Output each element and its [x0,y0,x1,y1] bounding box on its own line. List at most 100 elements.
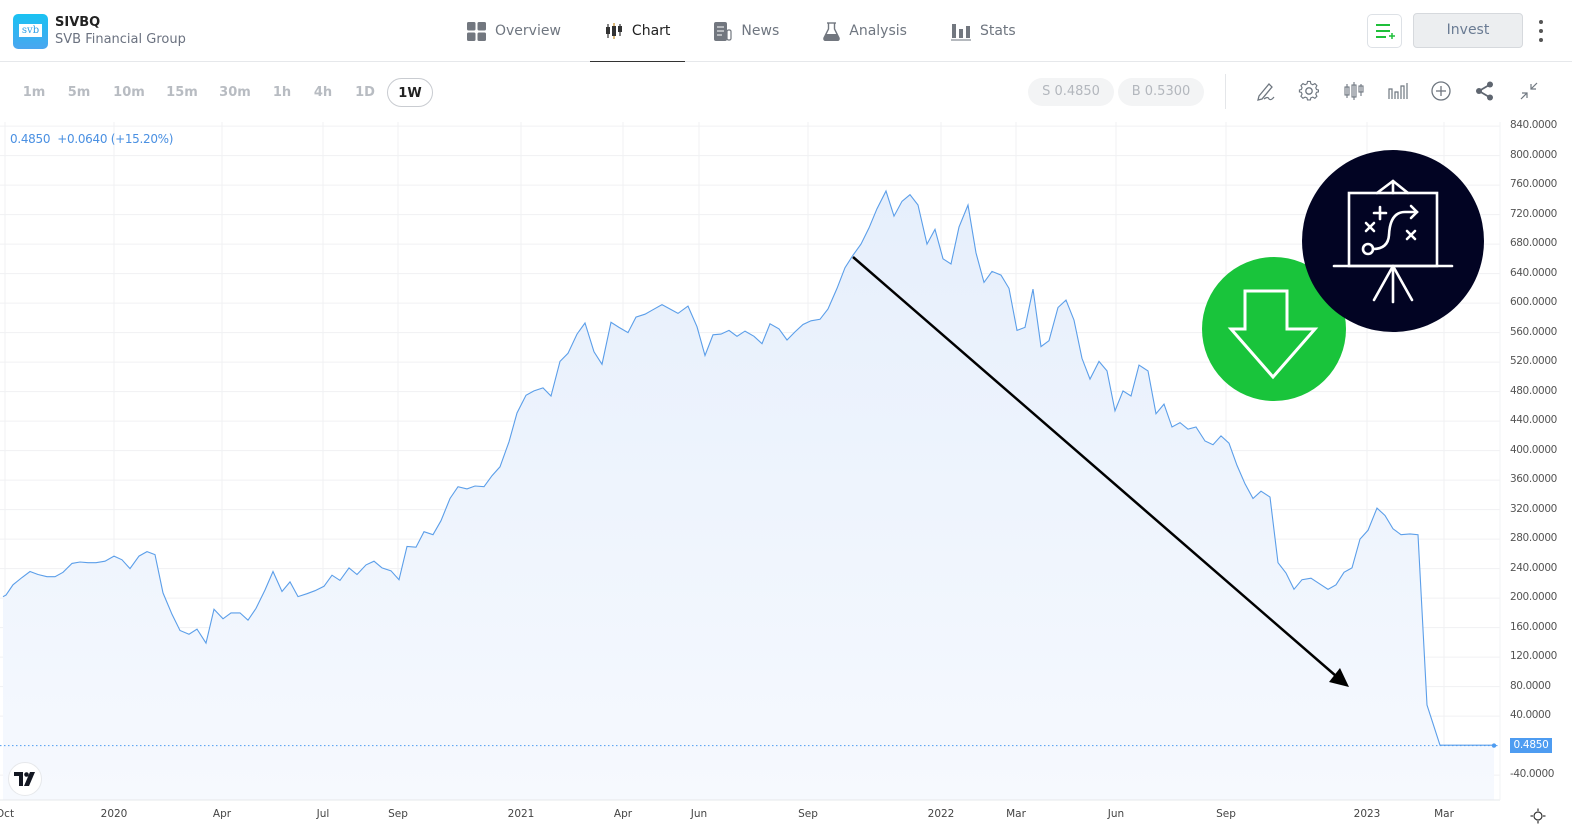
timeframe-1h[interactable]: 1h [272,85,292,100]
y-tick-label: 840.0000 [1510,119,1557,132]
indicators-button[interactable] [1386,79,1410,103]
candlestick-icon [605,23,622,39]
theme-toggle-button[interactable] [1530,808,1546,828]
timeframe-1m[interactable]: 1m [22,85,46,100]
timeframe-10m[interactable]: 10m [113,85,145,100]
y-tick-label: 760.0000 [1510,178,1557,191]
share-icon [1476,81,1493,101]
bar-chart-icon [950,23,971,41]
pencil-icon [1257,83,1275,101]
y-tick-label: 360.0000 [1510,473,1557,486]
x-tick-label: Jul [316,808,330,820]
main-nav: Overview Chart News Analysis Stats [452,0,1045,63]
add-to-watchlist-button[interactable] [1367,14,1402,48]
x-tick-label: 2023 [1353,808,1381,820]
y-tick-label: 560.0000 [1510,325,1557,338]
company-name: SVB Financial Group [55,32,186,47]
tab-news[interactable]: News [699,0,794,62]
chart-toolbar: 1m 5m 10m 15m 30m 1h 4h 1D 1W S 0.4850 B… [0,62,1572,122]
invest-button[interactable]: Invest [1413,13,1523,48]
y-tick-label: 800.0000 [1510,148,1557,161]
tab-label: Chart [631,23,671,39]
x-tick-label: Sep [798,808,818,820]
tab-analysis[interactable]: Analysis [808,0,922,62]
timeframe-5m[interactable]: 5m [67,85,91,100]
last-price-tag: 0.4850 [1510,738,1552,753]
buy-price-button[interactable]: B 0.5300 [1118,78,1204,106]
y-tick-label: -40.0000 [1510,768,1555,781]
x-tick-label: Sep [1216,808,1236,820]
tab-chart[interactable]: Chart [589,0,686,63]
x-tick-label: Apr [212,808,232,820]
y-tick-label: 640.0000 [1510,266,1557,279]
y-tick-label: 120.0000 [1510,650,1557,663]
company-logo: svb [13,14,48,49]
last-price-dot [1491,743,1497,748]
bars-icon [1388,83,1408,99]
dot-icon [1539,20,1543,25]
strategy-badge [1302,150,1484,332]
toolbar-divider [1225,74,1226,109]
more-options-button[interactable] [1534,18,1548,44]
y-tick-label: 80.0000 [1510,679,1551,692]
y-tick-label: 40.0000 [1510,709,1551,722]
y-tick-label: 240.0000 [1510,561,1557,574]
price-legend: 0.4850 +0.0640 (+15.20%) [10,132,173,146]
x-tick-label: 2021 [507,808,535,820]
share-button[interactable] [1473,79,1497,103]
y-tick-label: 440.0000 [1510,414,1557,427]
watchlist-add-icon [1375,24,1395,39]
tab-overview[interactable]: Overview [452,0,576,62]
tab-label: Stats [979,23,1016,39]
y-tick-label: 160.0000 [1510,620,1557,633]
legend-change: +0.0640 (+15.20%) [57,132,174,146]
plus-circle-icon [1431,81,1451,101]
flask-icon [823,21,841,41]
chart-type-candles-button[interactable] [1342,79,1366,103]
price-line [2,189,1494,746]
timeframe-1d[interactable]: 1D [355,85,375,100]
price-area-fill [3,191,1494,800]
y-tick-label: 480.0000 [1510,384,1557,397]
logo-text: svb [19,24,42,37]
draw-tool-button[interactable] [1254,79,1278,103]
tab-label: Analysis [849,23,907,39]
y-tick-label: 320.0000 [1510,502,1557,515]
header: svb SIVBQ SVB Financial Group Overview C… [0,0,1572,63]
down-arrow-icon [1227,289,1319,380]
grid-icon [467,21,486,41]
strategy-board-icon [1332,179,1454,304]
sun-icon [1530,808,1546,824]
dot-icon [1539,28,1543,33]
compare-add-button[interactable] [1429,79,1453,103]
gear-icon [1298,80,1319,101]
legend-price: 0.4850 [10,132,51,146]
sell-price-button[interactable]: S 0.4850 [1028,78,1114,106]
timeframe-1w[interactable]: 1W [387,78,433,107]
y-tick-label: 400.0000 [1510,443,1557,456]
x-tick-label: 2022 [927,808,955,820]
collapse-button[interactable] [1517,79,1541,103]
y-tick-label: 520.0000 [1510,355,1557,368]
timeframe-4h[interactable]: 4h [313,85,333,100]
timeframe-15m[interactable]: 15m [166,85,198,100]
y-tick-label: 680.0000 [1510,237,1557,250]
x-tick-label: Mar [1006,808,1026,820]
collapse-icon [1520,82,1538,100]
y-tick-label: 200.0000 [1510,591,1557,604]
tab-stats[interactable]: Stats [936,0,1031,62]
candles-icon [1344,82,1364,100]
x-tick-label: Jun [1107,808,1125,820]
settings-button[interactable] [1297,79,1321,103]
timeframe-30m[interactable]: 30m [219,85,251,100]
dot-icon [1539,37,1543,42]
tab-label: News [741,23,780,39]
x-tick-label: Jun [690,808,708,820]
x-tick-label: Mar [1434,808,1454,820]
tradingview-logo[interactable] [8,762,42,796]
ticker-symbol: SIVBQ [55,15,101,30]
y-tick-label: 600.0000 [1510,296,1557,309]
tab-label: Overview [495,23,561,39]
x-tick-label: Sep [388,808,408,820]
x-tick-label: 2020 [100,808,128,820]
